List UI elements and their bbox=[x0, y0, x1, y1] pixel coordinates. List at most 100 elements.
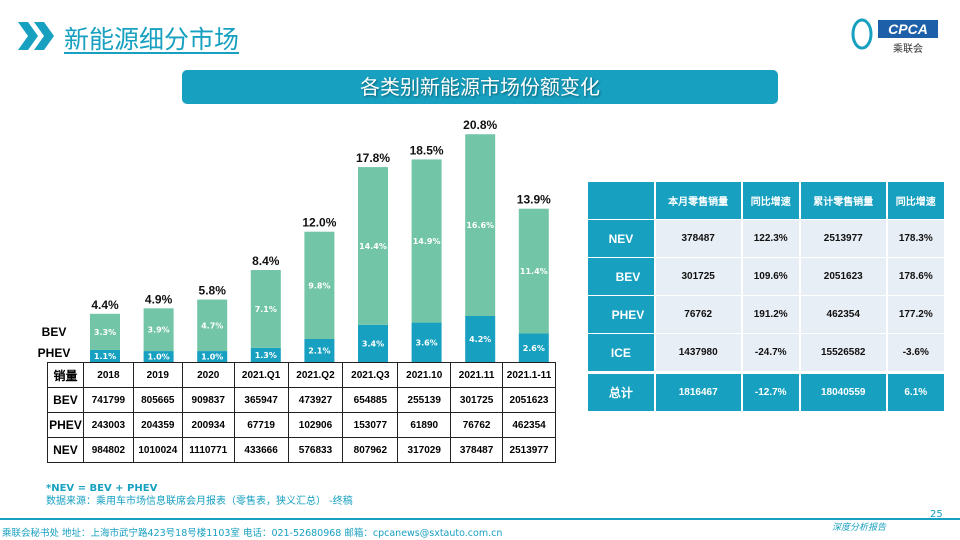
bar-phev bbox=[90, 349, 120, 362]
bar-phev bbox=[304, 339, 335, 362]
total-label: 17.8% bbox=[356, 151, 390, 165]
cell: 1437980 bbox=[655, 334, 741, 371]
bar-label-phev: 1.1% bbox=[94, 352, 116, 361]
cell: 365947 bbox=[233, 387, 289, 413]
bar-bev bbox=[143, 308, 174, 352]
cell: 15526582 bbox=[800, 334, 886, 371]
summary-row: PHEV 76762 191.2% 462354 177.2% bbox=[588, 296, 944, 333]
summary-row: ICE 1437980 -24.7% 15526582 -3.6% bbox=[588, 334, 944, 371]
summary-total-row: 总计 1816467 -12.7% 18040559 6.1% bbox=[588, 374, 944, 411]
source-note: 数据来源：乘用车市场信息联席会月报表（零售表，狭义汇总） -终稿 bbox=[46, 496, 353, 507]
cell: 76762 bbox=[450, 412, 504, 438]
legend-bev: BEV bbox=[42, 325, 67, 339]
bar-label-bev: 3.3% bbox=[94, 328, 116, 337]
cell: 243003 bbox=[82, 412, 134, 438]
cell: 61890 bbox=[397, 412, 452, 438]
cell: 576833 bbox=[287, 437, 344, 463]
row-label: 总计 bbox=[588, 374, 654, 411]
cell: 122.3% bbox=[742, 220, 799, 257]
cell: 317029 bbox=[397, 437, 452, 463]
bar-phev bbox=[250, 347, 281, 362]
stacked-bar-chart: BEV PHEV 1.1% 3.3% 4.4% 1.0% 3.9% 4.9% 1.0% 4.7… bbox=[38, 118, 551, 362]
report-label: 深度分析报告 bbox=[828, 520, 891, 533]
cell: 2019 bbox=[132, 362, 183, 388]
cell: 2021.Q2 bbox=[287, 362, 344, 388]
footer-divider bbox=[0, 518, 960, 520]
cell: 2021.10 bbox=[397, 362, 452, 388]
cell: 同比增速 bbox=[742, 182, 799, 219]
bar-label-bev: 14.9% bbox=[413, 237, 441, 246]
cell: 178.3% bbox=[887, 220, 944, 257]
row-label bbox=[588, 182, 654, 219]
cell: 2021.Q3 bbox=[342, 362, 399, 388]
cell: 200934 bbox=[181, 412, 235, 438]
total-label: 12.0% bbox=[302, 216, 336, 230]
bar-bev bbox=[304, 231, 335, 340]
cell: 2021.11 bbox=[450, 362, 504, 388]
bar-phev bbox=[465, 316, 496, 362]
table-row: PHEV 243003 204359 200934 67719 102906 153077 6… bbox=[47, 412, 556, 438]
total-label: 20.8% bbox=[463, 118, 497, 132]
cell: 178.6% bbox=[887, 258, 944, 295]
cell: 累计零售销量 bbox=[800, 182, 886, 219]
bar-label-phev: 1.0% bbox=[148, 353, 170, 362]
cell: 76762 bbox=[655, 296, 741, 333]
cell: 2018 bbox=[82, 362, 134, 388]
cell: 807962 bbox=[342, 437, 399, 463]
cell: 2513977 bbox=[800, 220, 886, 257]
cell: 204359 bbox=[132, 412, 183, 438]
bar-phev bbox=[518, 333, 549, 362]
bar-label-phev: 3.6% bbox=[416, 338, 438, 347]
cell: 984802 bbox=[82, 437, 134, 463]
table-row: NEV 984802 1010024 1110771 433666 576833 80796… bbox=[47, 437, 556, 463]
cell: 433666 bbox=[233, 437, 289, 463]
cell: 2021.1-11 bbox=[502, 362, 556, 388]
bar-label-phev: 4.2% bbox=[469, 335, 491, 344]
bar-bev bbox=[90, 313, 120, 350]
cell: 67719 bbox=[233, 412, 289, 438]
cell: 255139 bbox=[397, 387, 452, 413]
row-label: BEV bbox=[588, 258, 654, 295]
bar-bev bbox=[518, 208, 549, 334]
total-label: 4.4% bbox=[91, 298, 119, 312]
cell: 909837 bbox=[181, 387, 235, 413]
section-banner: 各类别新能源市场份额变化 bbox=[182, 70, 778, 104]
cell: 378487 bbox=[655, 220, 741, 257]
bar-label-phev: 2.1% bbox=[308, 347, 330, 356]
page-title: 新能源细分市场 bbox=[64, 25, 240, 54]
cell: -24.7% bbox=[742, 334, 799, 371]
bar-label-bev: 9.8% bbox=[308, 281, 330, 290]
cell: 1110771 bbox=[181, 437, 235, 463]
table-row: BEV 741799 805665 909837 365947 473927 654885 2… bbox=[47, 387, 556, 413]
summary-table: 本月零售销量 同比增速 累计零售销量 同比增速 NEV 378487 122.3% 25139… bbox=[586, 181, 946, 412]
page-number: 25 bbox=[930, 509, 943, 520]
cell: 2513977 bbox=[502, 437, 556, 463]
cell: 6.1% bbox=[887, 374, 944, 411]
cell: 102906 bbox=[287, 412, 344, 438]
row-label: PHEV bbox=[47, 412, 84, 438]
cell: 177.2% bbox=[887, 296, 944, 333]
logo-text: CPCA bbox=[888, 21, 928, 37]
footer-address: 乘联会秘书处 地址：上海市武宁路423号18号楼1103室 电话：021-526… bbox=[2, 528, 503, 539]
summary-row: NEV 378487 122.3% 2513977 178.3% bbox=[588, 220, 944, 257]
bar-label-bev: 14.4% bbox=[359, 242, 387, 251]
summary-row: BEV 301725 109.6% 2051623 178.6% bbox=[588, 258, 944, 295]
logo-sub: 乘联会 bbox=[893, 42, 923, 55]
cell: 462354 bbox=[800, 296, 886, 333]
bar-phev bbox=[197, 351, 228, 362]
legend-phev: PHEV bbox=[38, 346, 71, 360]
row-label: NEV bbox=[588, 220, 654, 257]
bar-label-bev: 16.6% bbox=[466, 221, 494, 230]
bar-phev bbox=[143, 351, 174, 362]
bar-bev bbox=[197, 299, 228, 352]
row-label: ICE bbox=[588, 334, 654, 371]
bar-bev bbox=[411, 159, 442, 323]
table-header: 销量 2018 2019 2020 2021.Q1 2021.Q2 2021.Q3 2021.… bbox=[47, 362, 556, 388]
notes: *NEV = BEV + PHEV 数据来源：乘用车市场信息联席会月报表（零售表… bbox=[46, 482, 353, 508]
cell: -3.6% bbox=[887, 334, 944, 371]
bar-label-phev: 2.6% bbox=[523, 344, 545, 353]
cell: 301725 bbox=[450, 387, 504, 413]
bar-bev bbox=[358, 167, 388, 325]
cell: 462354 bbox=[502, 412, 556, 438]
bar-phev bbox=[411, 322, 442, 362]
